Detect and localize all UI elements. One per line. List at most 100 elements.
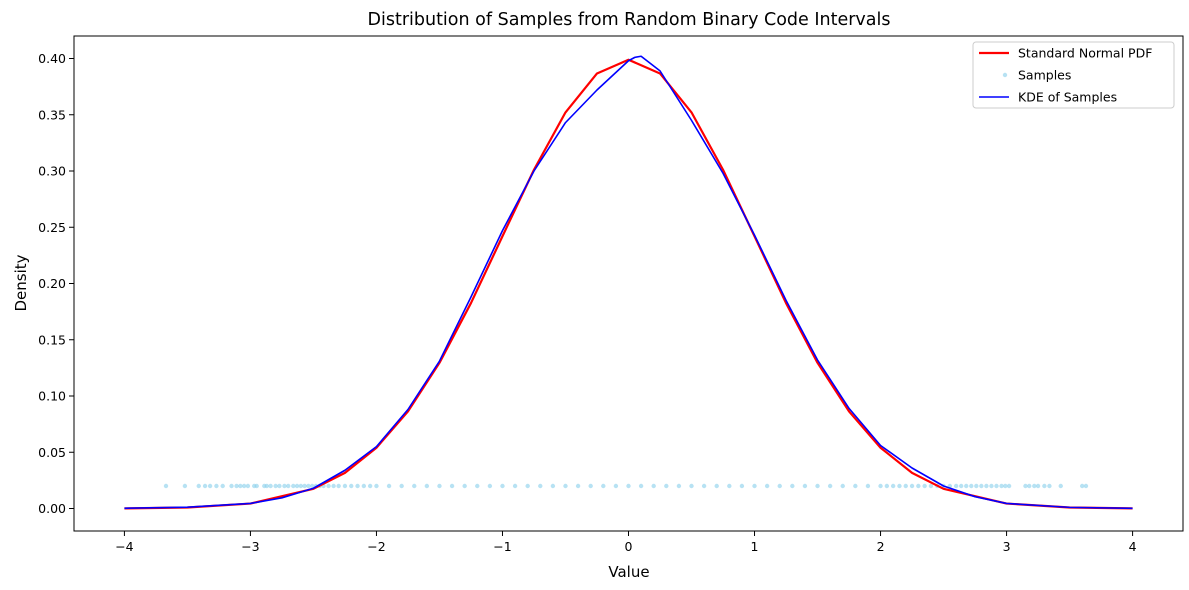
x-tick-label: 0 xyxy=(625,539,633,554)
sample-point xyxy=(922,483,927,489)
sample-point xyxy=(853,483,858,489)
sample-point xyxy=(336,483,341,489)
sample-point xyxy=(550,483,556,489)
y-tick-label: 0.05 xyxy=(38,445,66,460)
sample-point xyxy=(487,483,493,489)
samples-scatter xyxy=(163,483,1089,489)
sample-point xyxy=(865,483,871,489)
x-axis-title: Value xyxy=(608,563,649,581)
sample-point xyxy=(294,483,300,489)
sample-point xyxy=(989,483,994,489)
sample-point xyxy=(827,483,833,489)
sample-point xyxy=(374,483,379,489)
sample-point xyxy=(207,483,213,489)
sample-point xyxy=(714,483,719,489)
sample-point xyxy=(928,483,934,489)
sample-point xyxy=(676,483,682,489)
y-tick-label: 0.15 xyxy=(38,332,66,347)
sample-point xyxy=(475,483,480,489)
sample-point xyxy=(969,483,974,489)
sample-point xyxy=(1035,483,1041,489)
x-tick-label: −3 xyxy=(241,539,259,554)
sample-point xyxy=(254,483,259,489)
sample-point xyxy=(727,483,732,489)
sample-point xyxy=(964,483,969,489)
sample-point xyxy=(953,483,959,489)
sample-point xyxy=(412,483,417,489)
sample-point xyxy=(525,483,530,489)
sample-point xyxy=(563,483,568,489)
sample-point xyxy=(974,483,979,489)
sample-point xyxy=(424,483,430,489)
sample-point xyxy=(651,483,656,489)
sample-point xyxy=(214,483,219,489)
y-tick-label: 0.25 xyxy=(38,220,66,235)
sample-point xyxy=(386,483,392,489)
sample-point xyxy=(999,483,1004,489)
x-tick-label: 1 xyxy=(751,539,759,554)
y-axis-title: Density xyxy=(12,254,30,311)
sample-point xyxy=(302,483,307,489)
sample-point xyxy=(790,483,795,489)
sample-point xyxy=(1083,483,1089,489)
sample-point xyxy=(1003,483,1008,489)
legend-box xyxy=(972,41,1175,109)
sample-point xyxy=(182,483,188,489)
sample-point xyxy=(437,483,442,489)
sample-point xyxy=(220,483,225,489)
sample-point xyxy=(264,483,270,489)
sample-point xyxy=(916,483,921,489)
sample-point xyxy=(277,483,282,489)
standard-normal-pdf-line xyxy=(124,58,1133,510)
sample-point xyxy=(815,483,820,489)
sample-point xyxy=(282,483,287,489)
sample-point xyxy=(309,483,315,489)
legend: Standard Normal PDF Samples KDE of Samples xyxy=(972,41,1175,109)
x-tick-label: −1 xyxy=(493,539,511,554)
sample-point xyxy=(342,483,348,489)
sample-point xyxy=(903,483,908,489)
legend-label: Standard Normal PDF xyxy=(1018,46,1152,61)
sample-point xyxy=(959,483,964,489)
sample-point xyxy=(1047,483,1052,489)
sample-point xyxy=(462,483,467,489)
sample-point xyxy=(163,483,169,489)
sample-point xyxy=(701,483,707,489)
sample-point xyxy=(500,483,505,489)
sample-point xyxy=(897,483,902,489)
sample-point xyxy=(909,483,915,489)
y-tick-label: 0.35 xyxy=(38,107,66,122)
sample-point xyxy=(802,483,808,489)
sample-point xyxy=(575,483,581,489)
sample-point xyxy=(241,483,247,489)
legend-marker-samples xyxy=(1002,72,1008,78)
sample-point xyxy=(1027,483,1032,489)
sample-point xyxy=(613,483,619,489)
y-tick-label: 0.20 xyxy=(38,276,66,291)
sample-point xyxy=(512,483,518,489)
sample-point xyxy=(1042,483,1047,489)
x-tick-label: 2 xyxy=(877,539,885,554)
sample-point xyxy=(994,483,999,489)
sample-point xyxy=(268,483,273,489)
sample-point xyxy=(1079,483,1085,489)
axes-frame xyxy=(73,35,1184,532)
plot-area: −4 −3 −2 −1 0 1 2 3 4 0.00 0.05 0.10 0.15 0.20 0.25 0.3… xyxy=(38,35,1184,554)
sample-point xyxy=(890,483,896,489)
sample-point xyxy=(349,483,354,489)
x-tick-label: −2 xyxy=(367,539,385,554)
legend-label: KDE of Samples xyxy=(1018,90,1117,105)
sample-point xyxy=(361,483,367,489)
sample-point xyxy=(326,483,331,489)
y-tick-label: 0.10 xyxy=(38,389,66,404)
sample-point xyxy=(840,483,845,489)
x-tick-label: 3 xyxy=(1003,539,1011,554)
sample-point xyxy=(449,483,455,489)
chart-title: Distribution of Samples from Random Bina… xyxy=(368,10,891,30)
sample-point xyxy=(777,483,782,489)
legend-label: Samples xyxy=(1018,68,1071,83)
sample-point xyxy=(196,483,201,489)
sample-point xyxy=(884,483,890,489)
y-tick-label: 0.40 xyxy=(38,51,66,66)
